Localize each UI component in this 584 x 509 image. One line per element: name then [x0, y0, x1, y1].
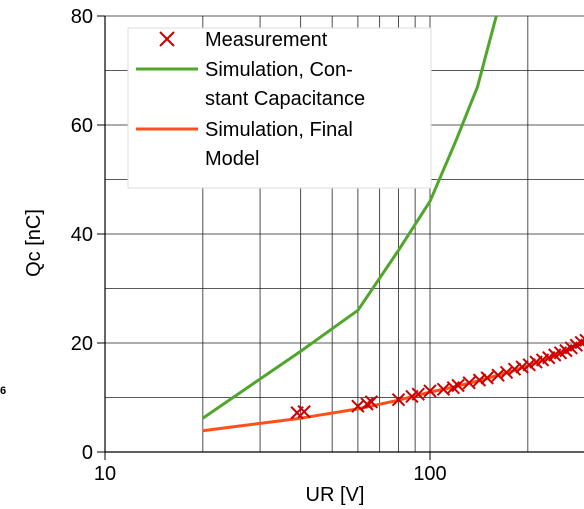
plot-area: [201, 16, 584, 433]
legend-label: Simulation, Final: [205, 119, 353, 141]
marker-stroke: [364, 395, 379, 409]
marker-stroke: [436, 382, 451, 397]
marker-stroke: [574, 338, 584, 350]
marker-stroke: [507, 362, 522, 376]
legend-box: [127, 27, 432, 189]
series-layer: [201, 16, 584, 433]
legend-label: Measurement: [205, 29, 328, 51]
x-tick-label: 10: [94, 463, 116, 485]
measurement-point: [579, 333, 584, 347]
series-line: [201, 16, 498, 420]
measurement-point: [297, 404, 311, 419]
measurement-point: [411, 387, 425, 401]
measurement-point: [472, 373, 487, 387]
y-tick-label: 40: [71, 224, 93, 246]
marker-stroke: [423, 384, 437, 398]
measurement-point: [522, 358, 536, 372]
marker-stroke: [579, 333, 584, 340]
legend-entry: Simulation, Con-stant Capacitance: [136, 59, 365, 110]
measurement-point: [451, 378, 465, 393]
measurement-point: [480, 371, 494, 385]
measurement-point: [391, 392, 406, 407]
axes-layer: 0 20 40 60 80 10 100: [71, 6, 584, 485]
legend-entry: Measurement: [159, 29, 328, 51]
legend-entry: Simulation, Final Model: [136, 119, 353, 170]
y-tick-label: 80: [71, 6, 93, 28]
marker-stroke: [451, 378, 465, 393]
x-tick-label: 100: [413, 463, 446, 485]
marker-stroke: [297, 404, 311, 419]
legend-label: Model: [205, 148, 259, 170]
legend-label: stant Capacitance: [205, 88, 365, 110]
marker-stroke: [472, 373, 487, 387]
y-tick-label: 60: [71, 115, 93, 137]
measurement-point: [364, 395, 379, 409]
marker-stroke: [351, 399, 365, 413]
marker-stroke: [491, 368, 505, 382]
marker-stroke: [411, 387, 425, 401]
x-axis-label: UR [V]: [306, 484, 365, 506]
marker-stroke: [360, 397, 374, 411]
measurement-point: [491, 368, 505, 382]
y-tick-label: 20: [71, 333, 93, 355]
measurement-point: [574, 335, 584, 350]
marker-stroke: [522, 358, 536, 372]
measurement-point: [360, 397, 374, 411]
y-tick-label: 0: [82, 442, 93, 464]
legend-marker: [159, 31, 175, 47]
marker-stroke: [480, 371, 494, 385]
measurement-point: [507, 362, 522, 376]
marker-stroke: [499, 365, 514, 380]
y-axis-label: Qc [nC]: [23, 209, 45, 277]
measurement-point: [423, 384, 437, 398]
label-layer: UR [V] Qc [nC] 6: [0, 209, 364, 506]
legend-label: Simulation, Con-: [205, 59, 353, 81]
marker-stroke: [462, 376, 476, 390]
marker-stroke: [391, 392, 406, 407]
measurement-point: [462, 376, 476, 390]
side-note: 6: [0, 385, 6, 397]
marker-stroke: [579, 340, 584, 347]
measurement-point: [499, 365, 514, 380]
legend: Measurement Simulation, Con-stant Capacit…: [127, 27, 432, 189]
